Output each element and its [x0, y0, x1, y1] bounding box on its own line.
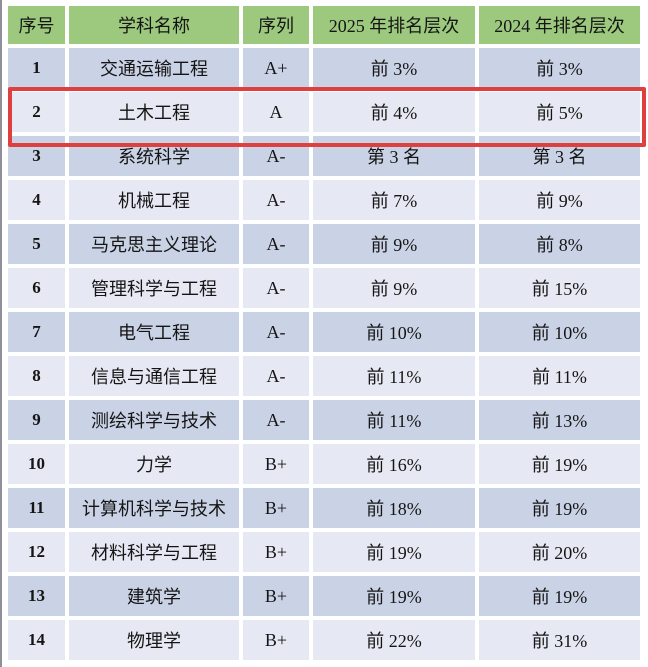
cell-rank-2024: 前 11% — [479, 356, 640, 396]
screenshot-edge-line — [0, 0, 2, 667]
cell-index: 11 — [8, 488, 65, 528]
cell-subject: 材料科学与工程 — [69, 532, 239, 572]
cell-rank-2025: 前 3% — [313, 48, 475, 88]
cell-index: 8 — [8, 356, 65, 396]
cell-rank-2024: 前 9% — [479, 180, 640, 220]
cell-subject: 电气工程 — [69, 312, 239, 352]
table-row: 14 物理学 B+ 前 22% 前 31% — [8, 620, 640, 660]
table-row: 10 力学 B+ 前 16% 前 19% — [8, 444, 640, 484]
cell-grade: B+ — [243, 488, 309, 528]
cell-index: 6 — [8, 268, 65, 308]
subject-ranking-table: 序号 学科名称 序列 2025 年排名层次 2024 年排名层次 1 交通运输工程… — [4, 2, 644, 664]
cell-grade: A- — [243, 180, 309, 220]
header-index: 序号 — [8, 6, 65, 44]
cell-rank-2024: 前 19% — [479, 576, 640, 616]
cell-rank-2025: 前 19% — [313, 576, 475, 616]
cell-grade: A- — [243, 268, 309, 308]
cell-index: 10 — [8, 444, 65, 484]
cell-rank-2024: 前 3% — [479, 48, 640, 88]
table-row: 2 土木工程 A 前 4% 前 5% — [8, 92, 640, 132]
header-subject: 学科名称 — [69, 6, 239, 44]
cell-subject: 管理科学与工程 — [69, 268, 239, 308]
cell-grade: A- — [243, 400, 309, 440]
header-grade: 序列 — [243, 6, 309, 44]
cell-index: 13 — [8, 576, 65, 616]
header-row: 序号 学科名称 序列 2025 年排名层次 2024 年排名层次 — [8, 6, 640, 44]
cell-rank-2025: 前 9% — [313, 268, 475, 308]
cell-rank-2025: 前 10% — [313, 312, 475, 352]
cell-grade: A- — [243, 136, 309, 176]
cell-subject: 交通运输工程 — [69, 48, 239, 88]
cell-rank-2025: 前 11% — [313, 356, 475, 396]
cell-rank-2024: 前 31% — [479, 620, 640, 660]
cell-grade: A — [243, 92, 309, 132]
cell-index: 9 — [8, 400, 65, 440]
cell-rank-2025: 前 7% — [313, 180, 475, 220]
cell-grade: A- — [243, 356, 309, 396]
cell-rank-2024: 前 19% — [479, 488, 640, 528]
cell-subject: 机械工程 — [69, 180, 239, 220]
cell-index: 5 — [8, 224, 65, 264]
cell-index: 1 — [8, 48, 65, 88]
cell-rank-2024: 前 10% — [479, 312, 640, 352]
cell-index: 12 — [8, 532, 65, 572]
cell-grade: A- — [243, 312, 309, 352]
cell-rank-2025: 第 3 名 — [313, 136, 475, 176]
table-row: 12 材料科学与工程 B+ 前 19% 前 20% — [8, 532, 640, 572]
cell-rank-2024: 第 3 名 — [479, 136, 640, 176]
cell-grade: B+ — [243, 620, 309, 660]
cell-grade: B+ — [243, 576, 309, 616]
table-row: 4 机械工程 A- 前 7% 前 9% — [8, 180, 640, 220]
table-row: 7 电气工程 A- 前 10% 前 10% — [8, 312, 640, 352]
cell-rank-2025: 前 4% — [313, 92, 475, 132]
cell-grade: A+ — [243, 48, 309, 88]
cell-rank-2025: 前 16% — [313, 444, 475, 484]
cell-index: 4 — [8, 180, 65, 220]
cell-subject: 信息与通信工程 — [69, 356, 239, 396]
table-row: 5 马克思主义理论 A- 前 9% 前 8% — [8, 224, 640, 264]
cell-index: 7 — [8, 312, 65, 352]
cell-rank-2024: 前 20% — [479, 532, 640, 572]
cell-index: 2 — [8, 92, 65, 132]
cell-rank-2025: 前 19% — [313, 532, 475, 572]
cell-grade: B+ — [243, 532, 309, 572]
cell-subject: 力学 — [69, 444, 239, 484]
cell-subject: 马克思主义理论 — [69, 224, 239, 264]
cell-rank-2025: 前 18% — [313, 488, 475, 528]
table-row: 6 管理科学与工程 A- 前 9% 前 15% — [8, 268, 640, 308]
table-row: 11 计算机科学与技术 B+ 前 18% 前 19% — [8, 488, 640, 528]
cell-rank-2024: 前 13% — [479, 400, 640, 440]
cell-subject: 物理学 — [69, 620, 239, 660]
cell-rank-2025: 前 11% — [313, 400, 475, 440]
cell-rank-2024: 前 5% — [479, 92, 640, 132]
cell-rank-2025: 前 9% — [313, 224, 475, 264]
cell-rank-2024: 前 8% — [479, 224, 640, 264]
table-row: 9 测绘科学与技术 A- 前 11% 前 13% — [8, 400, 640, 440]
cell-subject: 测绘科学与技术 — [69, 400, 239, 440]
cell-rank-2024: 前 19% — [479, 444, 640, 484]
table-row: 3 系统科学 A- 第 3 名第 3 名 — [8, 136, 640, 176]
table-row: 1 交通运输工程 A+ 前 3% 前 3% — [8, 48, 640, 88]
header-rank-2024: 2024 年排名层次 — [479, 6, 640, 44]
cell-index: 3 — [8, 136, 65, 176]
cell-rank-2025: 前 22% — [313, 620, 475, 660]
header-rank-2025: 2025 年排名层次 — [313, 6, 475, 44]
table-row: 13 建筑学 B+ 前 19% 前 19% — [8, 576, 640, 616]
cell-subject: 计算机科学与技术 — [69, 488, 239, 528]
cell-subject: 土木工程 — [69, 92, 239, 132]
cell-grade: B+ — [243, 444, 309, 484]
table-row: 8 信息与通信工程 A- 前 11% 前 11% — [8, 356, 640, 396]
cell-subject: 建筑学 — [69, 576, 239, 616]
cell-rank-2024: 前 15% — [479, 268, 640, 308]
cell-grade: A- — [243, 224, 309, 264]
cell-subject: 系统科学 — [69, 136, 239, 176]
cell-index: 14 — [8, 620, 65, 660]
